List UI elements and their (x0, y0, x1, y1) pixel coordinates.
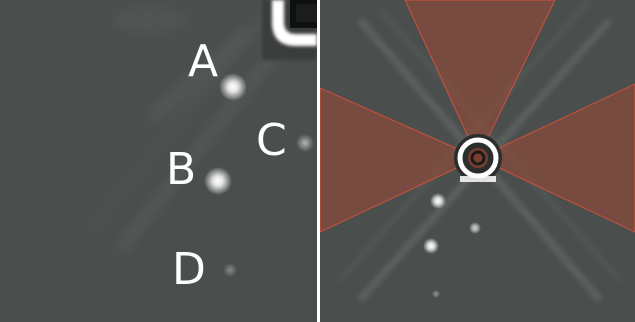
left-image-panel: A B C D (0, 0, 317, 322)
label-d: D (172, 244, 206, 295)
left-image: A B C D (0, 0, 317, 322)
right-image-panel (320, 0, 635, 322)
right-point-source-3 (469, 222, 481, 234)
right-point-source-1 (430, 193, 446, 209)
right-point-source-4 (432, 290, 440, 298)
sector-left (320, 87, 480, 233)
point-source-b (204, 167, 232, 195)
point-source-c (296, 134, 314, 152)
label-a: A (188, 36, 218, 87)
sector-right (476, 83, 635, 233)
label-b: B (166, 144, 196, 195)
sector-top (404, 0, 556, 160)
masked-sectors (320, 0, 635, 233)
left-central-star-artifact (262, 0, 317, 60)
label-c: C (256, 115, 287, 166)
point-source-a (219, 73, 247, 101)
right-point-source-2 (423, 238, 439, 254)
right-image (320, 0, 635, 322)
point-source-d (223, 263, 237, 277)
central-star-residual (454, 134, 502, 182)
